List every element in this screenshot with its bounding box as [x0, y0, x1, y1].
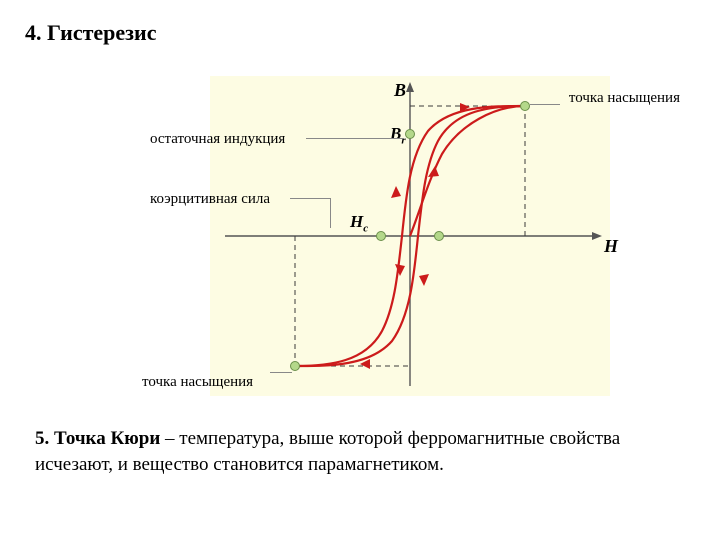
hc-marker-right — [434, 231, 444, 241]
x-axis-label: H — [604, 236, 618, 257]
br-marker — [405, 129, 415, 139]
section-heading: 4. Гистерезис — [25, 20, 695, 46]
coercive-callout: коэрцитивная сила — [150, 191, 270, 208]
saturation-top-marker — [520, 101, 530, 111]
saturation-top-callout: точка насыщения — [569, 90, 680, 107]
hc-marker-left — [376, 231, 386, 241]
saturation-bottom-marker — [290, 361, 300, 371]
y-axis-label: B — [394, 80, 406, 101]
hysteresis-plot — [210, 76, 610, 396]
lead-residual — [306, 138, 404, 139]
residual-callout: остаточная индукция — [150, 131, 285, 148]
saturation-bottom-callout: точка насыщения — [142, 374, 253, 391]
hc-label: Hc — [350, 212, 368, 234]
lead-saturation-top — [530, 104, 560, 105]
lead-coercive-v — [330, 198, 331, 228]
lead-saturation-bottom — [270, 372, 292, 373]
lead-coercive — [290, 198, 330, 199]
br-label: Br — [390, 124, 406, 146]
hysteresis-diagram: B H Br Hc точка насыщения остаточная инд… — [110, 76, 610, 396]
curie-point-text: 5. Точка Кюри – температура, выше которо… — [25, 426, 695, 477]
